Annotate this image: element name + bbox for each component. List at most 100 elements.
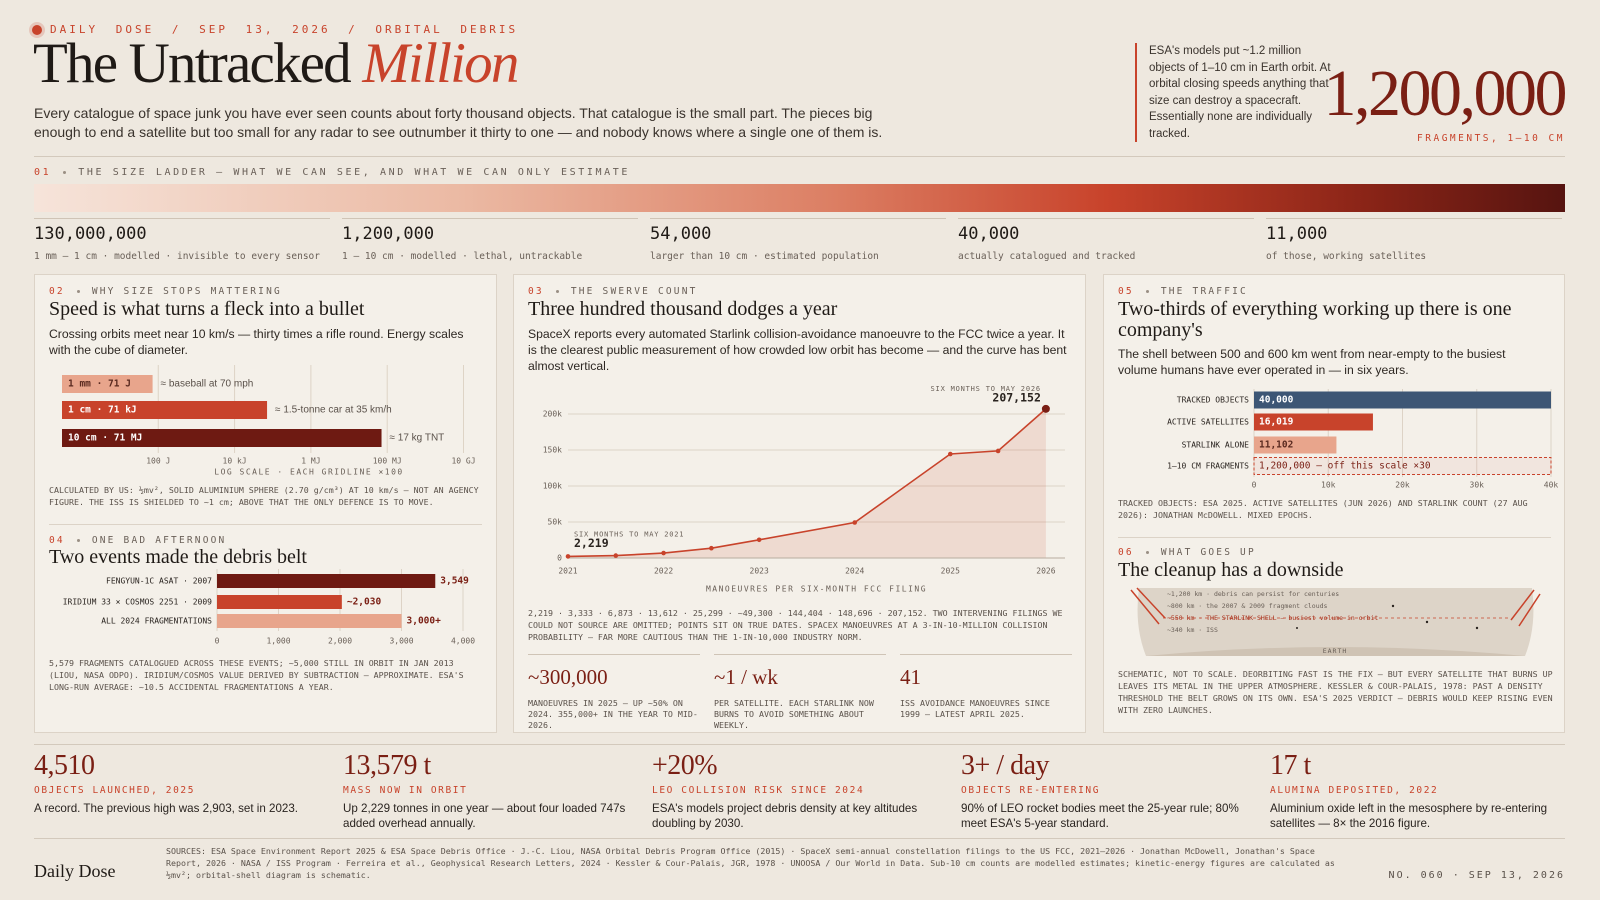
section-title: THE SIZE LADDER — WHAT WE CAN SEE, AND W… — [78, 167, 630, 178]
point-note: SIX MONTHS TO MAY 2021 — [574, 530, 684, 538]
divider — [1118, 537, 1551, 538]
panel-title: Speed is what turns a fleck into a bulle… — [49, 298, 365, 320]
panel-traffic: 05 THE TRAFFIC Two-thirds of everything w… — [1103, 274, 1565, 733]
kicker: DAILY DOSE / SEP 13, 2026 / ORBITAL DEBR… — [50, 23, 519, 36]
stat-label: ALUMINA DEPOSITED, 2022 — [1270, 785, 1439, 796]
y-tick-label: 200k — [543, 410, 562, 419]
energy-chart: 100 J 10 kJ 1 MJ 100 MJ 10 GJ LOG SCALE · EAC… — [62, 365, 476, 477]
x-tick-label: 2022 — [654, 567, 673, 576]
panel-number: 06 — [1118, 547, 1134, 558]
panel-kicker: 02 WHY SIZE STOPS MATTERING — [49, 286, 282, 297]
x-tick-label: 0 — [215, 637, 220, 646]
x-tick-label: 100 J — [146, 457, 170, 466]
category-label: ACTIVE SATELLITES — [1167, 418, 1249, 427]
value-label: 40,000 — [1259, 395, 1294, 406]
earth — [1146, 647, 1525, 656]
ladder-item: 11,000 of those, working satellites — [1266, 218, 1562, 262]
panel-kicker-text: WHY SIZE STOPS MATTERING — [91, 286, 282, 297]
section-number: 01 — [34, 167, 52, 178]
bar — [1254, 391, 1551, 409]
panel-title: The cleanup has a downside — [1118, 559, 1344, 581]
shell-label: ~340 km · ISS — [1167, 626, 1218, 634]
big-number-label: FRAGMENTS, 1–10 CM — [1417, 133, 1565, 144]
bar — [62, 429, 382, 447]
panel-number: 05 — [1118, 286, 1134, 297]
panel-number: 03 — [528, 286, 544, 297]
bar — [217, 595, 342, 609]
bar — [62, 375, 153, 393]
category-label: IRIDIUM 33 × COSMOS 2251 · 2009 — [63, 598, 212, 607]
panel-kicker: 06 WHAT GOES UP — [1118, 547, 1256, 558]
shell-edge — [1130, 587, 1541, 627]
x-axis-label: LOG SCALE · EACH GRIDLINE ×100 — [214, 468, 404, 477]
category-label: TRACKED OBJECTS — [1177, 396, 1249, 405]
panel-body: SpaceX reports every automated Starlink … — [528, 327, 1067, 373]
point — [565, 554, 571, 559]
big-number: 1,200,000 — [1323, 57, 1568, 130]
x-tick-label: 10k — [1321, 481, 1336, 490]
bar-label: 1 mm · 71 J — [68, 379, 131, 390]
panel-note: SCHEMATIC, NOT TO SCALE. DEORBITING FAST… — [1118, 669, 1553, 715]
point — [948, 451, 953, 457]
stat-value: 41 — [900, 665, 921, 689]
issue: NO. 060 · SEP 13, 2026 — [1388, 870, 1565, 881]
stat: ~300,000 MANOEUVRES IN 2025 — UP ~50% ON … — [528, 654, 700, 731]
ladder-value: 1,200,000 — [342, 224, 435, 244]
y-tick-label: 100k — [543, 482, 562, 491]
panel-swerve: 03 THE SWERVE COUNT Three hundred thousan… — [513, 274, 1086, 733]
y-tick-label: 50k — [548, 518, 563, 527]
bar — [217, 614, 402, 628]
stat-text: 90% of LEO rocket bodies meet the 25-yea… — [961, 802, 1239, 830]
value-label: 1,200,000 — off this scale ×30 — [1259, 461, 1431, 472]
x-tick-label: 2025 — [941, 567, 960, 576]
stat: 13,579 t MASS NOW IN ORBIT Up 2,229 tonnes… — [343, 750, 635, 831]
debris — [1425, 620, 1429, 624]
panel-note: 5,579 FRAGMENTS CATALOGUED ACROSS THESE … — [49, 658, 464, 692]
stat: 3+ / day OBJECTS RE-ENTERING 90% of LEO ro… — [961, 750, 1253, 831]
category-label: 1–10 CM FRAGMENTS — [1167, 462, 1249, 471]
callout: ESA's models put ~1.2 million objects of… — [1135, 43, 1331, 142]
stat: 41 ISS AVOIDANCE MANOEUVRES SINCE 1999 — … — [900, 654, 1072, 720]
stat-text: Aluminium oxide left in the mesosphere b… — [1270, 802, 1548, 830]
headline-emphasis: Million — [362, 32, 519, 95]
traffic-chart: 0 10k 20k 30k 40k TRACKED OBJECTS 40,000 ACTIVE… — [1167, 389, 1558, 490]
headline-main: The Untracked — [33, 32, 352, 95]
value-label: ~2,030 — [347, 597, 382, 608]
annotation: ≈ 17 kg TNT — [390, 433, 445, 444]
panel-kicker-text: WHAT GOES UP — [1160, 547, 1256, 558]
debris — [1296, 627, 1298, 629]
divider — [34, 156, 1565, 157]
x-tick-label: 20k — [1395, 481, 1410, 490]
divider — [49, 524, 482, 525]
x-tick-label: 3,000 — [389, 637, 413, 646]
point — [709, 545, 714, 551]
ladder-note: of those, working satellites — [1266, 251, 1427, 262]
stat-value: +20% — [652, 750, 718, 781]
y-tick-label: 150k — [543, 446, 562, 455]
area — [568, 408, 1046, 558]
sources: SOURCES: ESA Space Environment Report 20… — [166, 846, 1335, 880]
stat-text: ISS AVOIDANCE MANOEUVRES SINCE 1999 — LA… — [900, 698, 1050, 719]
x-tick-label: 2024 — [845, 567, 864, 576]
point-note: SIX MONTHS TO MAY 2026 — [931, 385, 1041, 393]
divider — [34, 838, 1565, 839]
annotation: ≈ baseball at 70 mph — [161, 379, 254, 390]
panel-title: Two events made the debris belt — [49, 546, 307, 568]
panel-energy: 02 WHY SIZE STOPS MATTERING Speed is what… — [34, 274, 497, 733]
value-label: 3,549 — [440, 576, 469, 587]
ladder-value: 11,000 — [1266, 224, 1328, 244]
x-tick-label: 0 — [1252, 481, 1257, 490]
value-label: 207,152 — [992, 390, 1040, 404]
x-tick-label: 2023 — [750, 567, 769, 576]
stat-value: ~1 / wk — [714, 665, 778, 689]
point — [852, 520, 858, 525]
orbit-diagram: ~1,200 km · debris can persist for centu… — [1130, 587, 1541, 656]
panel-body: The shell between 500 and 600 km went fr… — [1118, 347, 1506, 377]
category-label: STARLINK ALONE — [1182, 441, 1250, 450]
category-label: ALL 2024 FRAGMENTATIONS — [101, 617, 212, 626]
stat-label: MASS NOW IN ORBIT — [343, 785, 468, 796]
stat-label: OBJECTS RE-ENTERING — [961, 785, 1101, 796]
point — [661, 550, 666, 556]
